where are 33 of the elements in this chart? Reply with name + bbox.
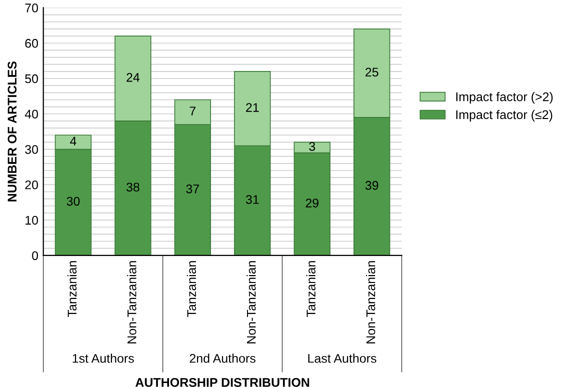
text: 1st Authors (72, 354, 134, 363)
data-label: 7 (190, 106, 196, 116)
x-tick-label: Tanzanian (306, 261, 316, 317)
y-tick-label: 40 (24, 110, 38, 119)
y-tick-label: 20 (25, 180, 38, 190)
data-label: 29 (306, 198, 318, 208)
y-tick-label: 30 (25, 145, 38, 154)
x-tick-label: Non-Tanzanian (366, 261, 376, 344)
x-axis-title: AUTHORSHIP DISTRIBUTION (135, 378, 310, 387)
y-tick-label: 50 (25, 74, 38, 84)
y-tick-label: 0 (32, 251, 38, 260)
x-tick-label: Tanzanian (186, 261, 196, 317)
text: Last Authors (308, 354, 376, 363)
y-tick-label: 60 (25, 38, 38, 48)
data-label: 31 (246, 195, 259, 204)
legend-label: Impact factor (≤2) (456, 110, 552, 122)
data-label: 39 (365, 180, 378, 190)
data-label: 38 (126, 182, 140, 192)
x-tick-label: Tanzanian (67, 261, 77, 317)
data-label: 25 (366, 68, 378, 77)
data-label: 24 (126, 73, 140, 82)
x-tick-label: Non-Tanzanian (127, 261, 136, 344)
x-tick-label: Non-Tanzanian (246, 261, 256, 344)
data-label: 30 (66, 196, 80, 206)
legend-label: Impact factor (>2) (456, 92, 553, 104)
data-label: 21 (246, 103, 259, 112)
data-label: 3 (309, 142, 316, 151)
data-label: 4 (70, 136, 76, 146)
y-tick-label: 70 (25, 4, 38, 12)
y-axis-title: NUMBER OF ARTICLES (8, 61, 17, 202)
text: 2nd Authors (190, 354, 256, 363)
y-tick-label: 10 (26, 216, 38, 225)
data-label: 37 (186, 184, 199, 194)
